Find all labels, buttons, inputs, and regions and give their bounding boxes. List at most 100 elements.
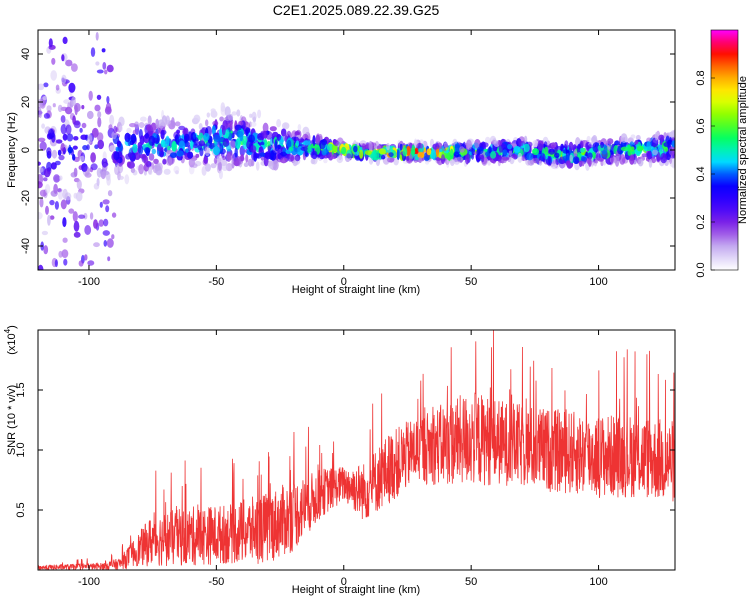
spectrogram-cell (629, 154, 635, 165)
spectrogram-cell (55, 139, 63, 144)
spectrogram-cell (614, 155, 620, 167)
snr-scale-exponent: 4 (3, 328, 12, 333)
spectrogram-cell (174, 121, 181, 127)
spectrogram-cell (481, 142, 489, 148)
spectrogram-cell (660, 152, 668, 164)
spectrogram-cell (638, 158, 644, 167)
spectrogram-x-tick-label: -50 (208, 276, 224, 288)
spectrogram-cell (90, 163, 98, 171)
spectrogram-cell (72, 211, 78, 222)
spectrogram-panel: -100 -50 0 50 100 -40 -20 0 20 40 Height of stra… (6, 29, 676, 296)
spectrogram-cell (100, 168, 107, 180)
spectrogram-cell (627, 144, 631, 150)
snr-x-ticks: -100 -50 0 50 100 (78, 330, 608, 588)
spectrogram-cell (396, 149, 400, 161)
spectrogram-cell (39, 189, 48, 197)
spectrogram-cell (487, 160, 491, 166)
spectrogram-cell (220, 102, 225, 112)
spectrogram-cell (176, 129, 181, 135)
spectrogram-cell (524, 135, 528, 143)
spectrogram-cell (176, 150, 184, 157)
spectrogram-cell (38, 99, 43, 109)
spectrogram-cell (38, 110, 43, 119)
spectrogram-cell (62, 36, 68, 45)
spectrogram-cell (126, 127, 132, 134)
spectrogram-cell (155, 118, 159, 129)
spectrogram-cell (138, 164, 145, 175)
spectrogram-cell (84, 254, 88, 261)
spectrogram-cell (205, 119, 209, 127)
spectrogram-cell (148, 153, 155, 161)
spectrogram-cell (38, 264, 44, 270)
spectrogram-cell (45, 184, 51, 194)
spectrogram-cell (57, 104, 63, 113)
spectrogram-cell (378, 148, 386, 155)
spectrogram-cell (160, 129, 165, 140)
spectrogram-cell (163, 168, 171, 175)
spectrogram-y-tick-label: -20 (20, 190, 32, 206)
spectrogram-cell (63, 258, 68, 266)
spectrogram-cell (161, 115, 167, 126)
spectrogram-cell (295, 140, 300, 147)
spectrogram-cell (211, 125, 216, 136)
snr-x-tick-label: 100 (589, 576, 607, 588)
spectrogram-cell (321, 148, 327, 156)
spectrogram-cell (250, 145, 257, 153)
spectrogram-cell (222, 120, 228, 131)
spectrogram-cell (635, 134, 641, 141)
spectrogram-cell (48, 128, 55, 140)
spectrogram-cell (548, 155, 552, 166)
spectrogram-cell (580, 156, 586, 162)
spectrogram-cell (210, 108, 216, 113)
spectrogram-y-tick-label: 20 (20, 96, 32, 108)
spectrogram-cell (310, 158, 316, 165)
spectrogram-cell (630, 134, 636, 139)
spectrogram-cell (87, 260, 95, 266)
spectrogram-cell (160, 139, 166, 148)
spectrogram-cell (418, 148, 422, 153)
svg-text:(x104): (x104) (3, 325, 18, 355)
snr-x-axis-label: Height of straight line (km) (292, 584, 420, 596)
spectrogram-cell (61, 74, 67, 84)
spectrogram-cell (49, 199, 55, 206)
spectrogram-cell (46, 105, 52, 112)
spectrogram-cell (341, 146, 347, 155)
spectrogram-cell (97, 139, 104, 150)
spectrogram-cell (101, 48, 106, 53)
spectrogram-cell (449, 158, 455, 164)
snr-y-axis-label: SNR (10 * v/v) (6, 385, 18, 455)
spectrogram-cell (386, 157, 395, 163)
spectrogram-cell (234, 147, 238, 159)
spectrogram-cell (97, 117, 102, 128)
spectrogram-cell (287, 139, 292, 149)
spectrogram-cell (526, 152, 534, 161)
spectrogram-cell (65, 59, 73, 67)
chart-title: C2E1.2025.089.22.39.G25 (273, 2, 440, 18)
spectrogram-cell (229, 140, 236, 149)
spectrogram-cell (380, 154, 386, 160)
spectrogram-cell (252, 116, 256, 123)
spectrogram-cell (62, 188, 68, 200)
spectrogram-cell (453, 151, 460, 157)
spectrogram-cell (479, 143, 483, 148)
spectrogram-cell (167, 146, 171, 151)
colorbar-gradient (711, 30, 738, 270)
spectrogram-cell (148, 168, 153, 175)
spectrogram-cell (617, 145, 623, 155)
spectrogram-cell (146, 124, 153, 132)
spectrogram-cell (579, 147, 585, 153)
snr-scale-note: (x104) (3, 325, 18, 355)
spectrogram-x-tick-label: -100 (78, 276, 100, 288)
spectrogram-cell (61, 54, 65, 62)
spectrogram-cell (572, 156, 580, 165)
spectrogram-cell (267, 145, 271, 152)
spectrogram-cell (243, 162, 249, 167)
spectrogram-cell (221, 163, 229, 171)
spectrogram-cell (73, 220, 80, 232)
spectrogram-cell (417, 151, 425, 159)
spectrogram-cell (108, 124, 113, 131)
spectrogram-cell (96, 94, 102, 100)
spectrogram-cell (53, 183, 58, 194)
spectrogram-cell (257, 109, 262, 119)
